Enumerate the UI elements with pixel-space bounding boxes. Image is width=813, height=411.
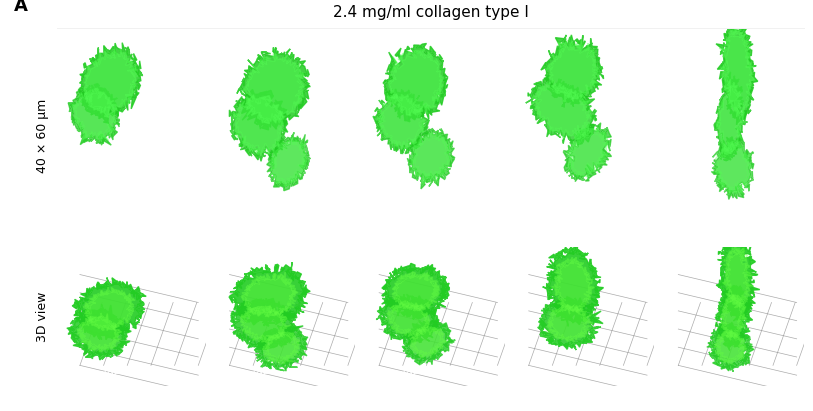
Polygon shape bbox=[72, 88, 117, 141]
Polygon shape bbox=[386, 302, 430, 337]
Polygon shape bbox=[537, 296, 603, 350]
Polygon shape bbox=[80, 43, 142, 124]
Polygon shape bbox=[714, 330, 747, 365]
Polygon shape bbox=[711, 136, 754, 199]
Polygon shape bbox=[270, 137, 307, 186]
Polygon shape bbox=[68, 83, 121, 145]
Polygon shape bbox=[76, 313, 122, 352]
Polygon shape bbox=[714, 72, 747, 161]
Polygon shape bbox=[723, 247, 753, 308]
Text: 40 × 60 μm: 40 × 60 μm bbox=[37, 99, 49, 173]
Polygon shape bbox=[242, 53, 305, 124]
Polygon shape bbox=[267, 132, 311, 191]
Polygon shape bbox=[567, 127, 608, 177]
Polygon shape bbox=[720, 295, 747, 340]
Polygon shape bbox=[383, 44, 448, 122]
Polygon shape bbox=[715, 141, 750, 195]
Polygon shape bbox=[241, 272, 298, 317]
Text: 240 s: 240 s bbox=[463, 39, 498, 53]
Text: 120 s: 120 s bbox=[314, 39, 348, 53]
Polygon shape bbox=[552, 257, 594, 314]
Polygon shape bbox=[241, 306, 291, 342]
Polygon shape bbox=[373, 89, 429, 154]
Polygon shape bbox=[84, 48, 137, 118]
Polygon shape bbox=[84, 287, 135, 331]
Polygon shape bbox=[716, 20, 758, 125]
Polygon shape bbox=[231, 298, 303, 350]
Text: Underside: Underside bbox=[363, 369, 420, 379]
Text: A: A bbox=[15, 0, 28, 15]
Polygon shape bbox=[715, 285, 753, 350]
Text: 360 s: 360 s bbox=[613, 39, 647, 53]
Polygon shape bbox=[716, 234, 760, 321]
Polygon shape bbox=[547, 305, 593, 342]
Polygon shape bbox=[541, 35, 603, 107]
Text: Unders.: Unders. bbox=[512, 369, 555, 379]
Polygon shape bbox=[532, 81, 592, 140]
Polygon shape bbox=[376, 294, 439, 344]
Text: Underside: Underside bbox=[213, 369, 270, 379]
Text: 3D view: 3D view bbox=[37, 291, 49, 342]
Text: Underside: Underside bbox=[63, 369, 120, 379]
Polygon shape bbox=[546, 40, 599, 102]
Polygon shape bbox=[392, 272, 440, 311]
Polygon shape bbox=[229, 262, 310, 326]
Polygon shape bbox=[377, 93, 425, 149]
Polygon shape bbox=[543, 245, 603, 326]
Polygon shape bbox=[254, 325, 308, 371]
Polygon shape bbox=[411, 132, 451, 184]
Polygon shape bbox=[263, 332, 300, 364]
Polygon shape bbox=[563, 123, 611, 182]
Polygon shape bbox=[716, 79, 745, 155]
Polygon shape bbox=[72, 277, 146, 340]
Polygon shape bbox=[526, 76, 597, 145]
Text: 720 s: 720 s bbox=[763, 39, 797, 53]
Polygon shape bbox=[410, 327, 447, 358]
Polygon shape bbox=[234, 95, 284, 156]
Polygon shape bbox=[720, 28, 754, 117]
Polygon shape bbox=[67, 304, 131, 360]
Text: 2.4 mg/ml collagen type I: 2.4 mg/ml collagen type I bbox=[333, 5, 528, 20]
Polygon shape bbox=[229, 89, 288, 161]
Polygon shape bbox=[388, 49, 443, 116]
Polygon shape bbox=[407, 128, 455, 189]
Polygon shape bbox=[402, 321, 455, 365]
Polygon shape bbox=[237, 47, 311, 130]
Polygon shape bbox=[706, 322, 754, 372]
Polygon shape bbox=[382, 263, 450, 319]
Text: 0 s: 0 s bbox=[180, 39, 198, 53]
